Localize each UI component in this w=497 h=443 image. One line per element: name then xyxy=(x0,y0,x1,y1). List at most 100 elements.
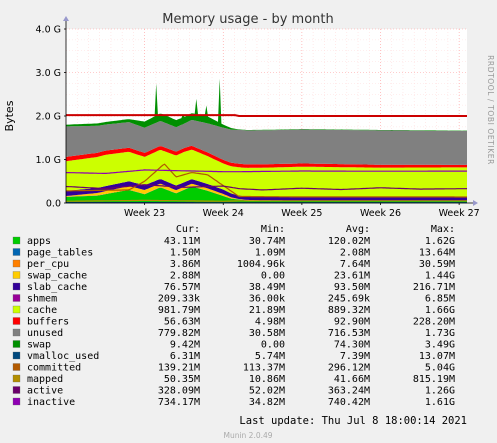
series-area-swap xyxy=(66,78,467,131)
legend-min-unused: 30.58M xyxy=(249,328,285,339)
last-update-text: Last update: Thu Jul 8 18:00:14 2021 xyxy=(239,415,467,427)
series-line-mapped xyxy=(65,199,467,202)
series-area-buffers xyxy=(66,145,467,168)
legend-min-swap_cache: 0.00 xyxy=(261,271,285,282)
legend-max-slab_cache: 216.71M xyxy=(413,282,455,293)
legend-name-active: active xyxy=(27,386,63,397)
y-axis-label: Bytes xyxy=(3,100,16,131)
legend-header: Max: xyxy=(431,224,455,235)
legend-avg-buffers: 92.90M xyxy=(334,317,370,328)
series-stack xyxy=(66,78,467,203)
legend-avg-inactive: 740.42M xyxy=(328,397,370,408)
legend-cur-committed: 139.21M xyxy=(158,363,200,374)
legend-min-page_tables: 1.09M xyxy=(255,248,285,259)
legend-min-cache: 21.89M xyxy=(249,305,285,316)
legend-name-vmalloc_used: vmalloc_used xyxy=(27,351,99,362)
legend-avg-cache: 889.32M xyxy=(328,305,370,316)
series-line-inactive xyxy=(66,169,467,174)
legend-max-active: 1.26G xyxy=(425,386,455,397)
legend-max-per_cpu: 30.59M xyxy=(419,259,455,270)
rrdtool-side-label: RRDTOOL / TOBI OETIKER xyxy=(486,55,495,165)
chart-title: Memory usage - by month xyxy=(162,12,333,27)
legend-max-swap: 3.49G xyxy=(425,340,455,351)
series-area-unused xyxy=(66,120,467,165)
legend-swatch-slab_cache xyxy=(12,282,21,291)
x-tick-label: Week 24 xyxy=(203,208,244,219)
legend-swatch-committed xyxy=(12,363,21,371)
legend-name-mapped: mapped xyxy=(27,374,63,385)
legend-avg-page_tables: 2.08M xyxy=(340,248,370,259)
legend-max-shmem: 6.85M xyxy=(425,294,455,305)
y-tick-label: 2.0 G xyxy=(36,112,62,123)
legend-cur-swap: 9.42M xyxy=(170,340,200,351)
legend-max-page_tables: 13.64M xyxy=(419,248,455,259)
legend-swatch-vmalloc_used xyxy=(12,351,21,360)
legend-cur-swap_cache: 2.88M xyxy=(170,271,200,282)
legend-min-vmalloc_used: 5.74M xyxy=(255,351,285,362)
legend-avg-active: 363.24M xyxy=(328,386,370,397)
legend-avg-swap_cache: 23.61M xyxy=(334,271,370,282)
legend-name-per_cpu: per_cpu xyxy=(27,259,69,270)
legend-swatch-apps xyxy=(12,236,21,245)
munin-version: Munin 2.0.49 xyxy=(223,431,272,440)
legend-name-swap: swap xyxy=(27,340,51,351)
legend-min-apps: 30.74M xyxy=(249,236,285,247)
legend-name-apps: apps xyxy=(27,236,51,247)
series-line-committed xyxy=(66,163,467,198)
legend-cur-per_cpu: 3.86M xyxy=(170,259,200,270)
y-tick-label: 3.0 G xyxy=(36,68,62,79)
legend-swatch-inactive xyxy=(12,397,21,406)
legend-cur-unused: 779.82M xyxy=(158,328,200,339)
legend-avg-slab_cache: 93.50M xyxy=(334,282,370,293)
x-tick-label: Week 25 xyxy=(281,208,322,219)
legend-cur-vmalloc_used: 6.31M xyxy=(170,351,200,362)
legend-max-buffers: 228.20M xyxy=(413,317,455,328)
legend-min-inactive: 34.82M xyxy=(249,397,285,408)
legend-min-mapped: 10.86M xyxy=(249,374,285,385)
legend-header: Cur: xyxy=(176,224,200,235)
y-tick-label: 4.0 G xyxy=(36,25,62,36)
legend-swatch-cache xyxy=(12,305,21,314)
series-line-active xyxy=(65,184,468,191)
series-area-cache xyxy=(66,149,467,198)
legend-cur-inactive: 734.17M xyxy=(158,397,200,408)
legend-header: Avg: xyxy=(346,224,370,235)
legend-min-buffers: 4.98M xyxy=(255,317,285,328)
legend-name-cache: cache xyxy=(27,305,57,316)
legend-swatch-shmem xyxy=(12,294,21,302)
legend-cur-slab_cache: 76.57M xyxy=(164,282,200,293)
legend-avg-vmalloc_used: 7.39M xyxy=(340,351,370,362)
legend-cur-apps: 43.11M xyxy=(164,236,200,247)
legend-avg-apps: 120.02M xyxy=(328,236,370,247)
legend-max-apps: 1.62G xyxy=(425,236,455,247)
legend-swatch-active xyxy=(12,386,21,394)
y-axis-arrow xyxy=(63,16,69,21)
legend-swatch-per_cpu xyxy=(12,259,21,268)
legend-cur-mapped: 50.35M xyxy=(164,374,200,385)
legend-avg-per_cpu: 7.64M xyxy=(340,259,370,270)
legend-max-vmalloc_used: 13.07M xyxy=(419,351,455,362)
x-tick-label: Week 26 xyxy=(360,208,401,219)
legend-max-mapped: 815.19M xyxy=(413,374,455,385)
series-area-apps xyxy=(66,186,467,203)
legend-min-committed: 113.37M xyxy=(243,363,285,374)
legend-min-shmem: 36.00k xyxy=(249,294,285,305)
x-axis-arrow xyxy=(473,200,478,206)
legend-max-cache: 1.66G xyxy=(425,305,455,316)
legend-max-committed: 5.04G xyxy=(425,363,455,374)
legend-name-inactive: inactive xyxy=(27,397,75,408)
legend-swatch-page_tables xyxy=(12,248,21,256)
legend-cur-buffers: 56.63M xyxy=(164,317,200,328)
legend-cur-active: 328.09M xyxy=(158,386,200,397)
series-line-total xyxy=(66,114,467,117)
legend-swatch-swap_cache xyxy=(12,271,21,279)
legend-avg-unused: 716.53M xyxy=(328,328,370,339)
legend-max-swap_cache: 1.44G xyxy=(425,271,455,282)
x-tick-label: Week 23 xyxy=(124,208,165,219)
series-area-slab_cache xyxy=(66,179,467,201)
legend-swatch-unused xyxy=(12,328,21,337)
legend-name-shmem: shmem xyxy=(27,294,57,305)
legend-name-swap_cache: swap_cache xyxy=(27,271,87,282)
